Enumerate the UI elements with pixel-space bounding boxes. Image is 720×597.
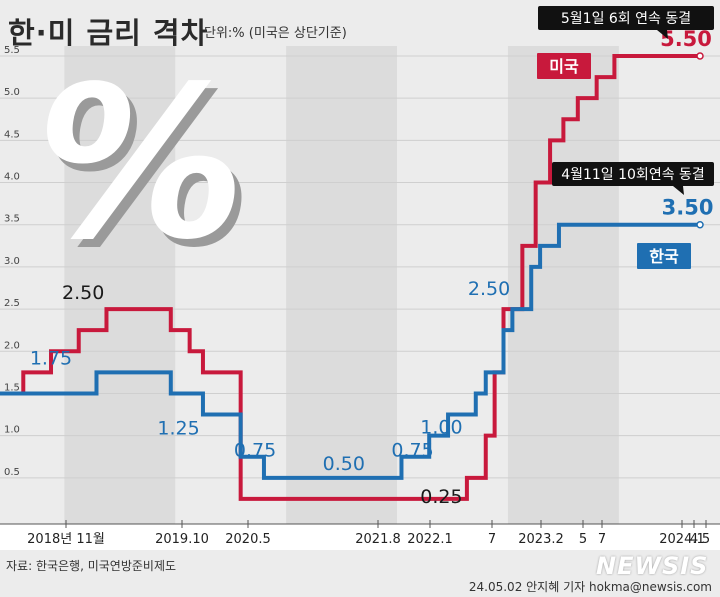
percent-icon: %%	[18, 41, 270, 294]
end-marker	[696, 220, 704, 229]
y-tick-label: 3.0	[4, 256, 20, 267]
callout-pointer	[657, 30, 668, 39]
x-tick-label: 7	[488, 532, 496, 547]
callout-pointer	[673, 186, 684, 195]
x-tick-label: 2024.1	[659, 532, 705, 547]
value-label: 0.75	[234, 440, 276, 462]
y-tick-label: 1.5	[4, 382, 20, 393]
series-line-us	[0, 54, 703, 501]
x-tick-label: 2021.8	[355, 532, 401, 547]
x-tick-label: 5	[702, 532, 710, 547]
svg-text:%: %	[18, 41, 263, 286]
end-marker	[696, 52, 704, 60]
y-tick-label: 2.5	[4, 298, 20, 309]
year-band	[286, 46, 398, 524]
newsis-logo: NEWSIS	[596, 552, 709, 580]
unit-note: 단위:% (미국은 상단기준)	[204, 26, 347, 41]
y-tick-label: 4.5	[4, 129, 20, 140]
value-label: 3.50	[662, 196, 714, 220]
annotation-korea-hold: 4월11일 10회연속 동결	[561, 167, 705, 183]
y-tick-label: 3.5	[4, 214, 20, 225]
series-tag-us-box	[537, 53, 591, 79]
annotation-us-hold: 5월1일 6회 연속 동결	[561, 11, 691, 27]
value-label: 1.00	[420, 417, 462, 439]
value-label: 5.50	[660, 27, 712, 51]
series-tag-korea: 한국	[649, 247, 679, 266]
value-label: 0.50	[323, 453, 365, 475]
x-tick-label: 2018년 11월	[27, 532, 105, 547]
source-note: 자료: 한국은행, 미국연방준비제도	[6, 559, 177, 573]
value-label: 2.50	[62, 282, 104, 304]
x-tick-label: 5	[579, 532, 587, 547]
x-tick-label: 2020.5	[225, 532, 271, 547]
x-tick-label: 2019.10	[155, 532, 209, 547]
y-tick-label: 4.0	[4, 172, 20, 183]
x-tick-label: 2023.2	[518, 532, 564, 547]
series-tag-us: 미국	[549, 57, 579, 76]
x-tick-label: 2022.1	[407, 532, 453, 547]
page-title: 한·미 금리 격차	[8, 16, 209, 50]
y-tick-label: 2.0	[4, 340, 20, 351]
x-tick-label: 7	[598, 532, 606, 547]
y-tick-label: 0.5	[4, 467, 20, 478]
value-label: 0.75	[391, 440, 433, 462]
y-tick-label: 1.0	[4, 425, 20, 436]
x-axis-band	[0, 524, 720, 550]
value-label: 1.25	[157, 418, 199, 440]
x-tick-label: 4	[690, 532, 698, 547]
value-label: 0.25	[420, 486, 462, 508]
series-line-korea	[0, 222, 703, 480]
y-tick-label: 5.0	[4, 87, 20, 98]
annotation-korea-hold-box	[552, 162, 714, 186]
credit-note: 24.05.02 안지혜 기자 hokma@newsis.com	[468, 580, 712, 594]
value-label: 2.50	[468, 278, 510, 300]
y-tick-label: 5.5	[4, 45, 20, 56]
series-tag-korea-box	[637, 243, 691, 269]
value-label: 1.75	[30, 347, 72, 369]
year-band	[64, 46, 176, 524]
svg-text:%: %	[25, 49, 270, 294]
annotation-us-hold-box	[538, 6, 714, 30]
